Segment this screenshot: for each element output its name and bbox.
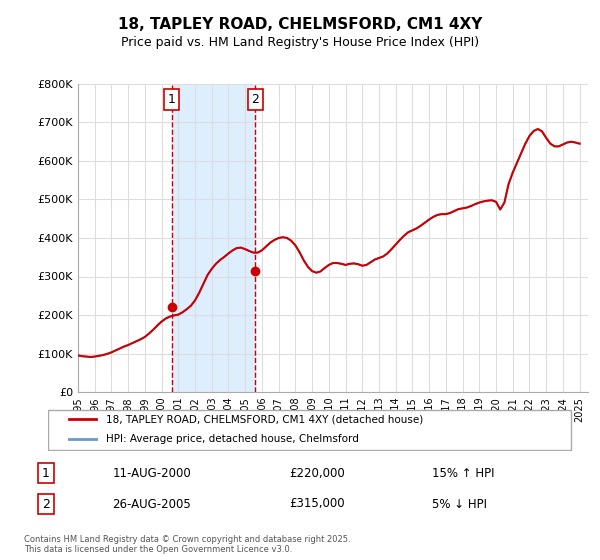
Bar (172, 84, 255, 392)
Text: £220,000: £220,000 (289, 466, 345, 480)
Text: 11-AUG-2000: 11-AUG-2000 (112, 466, 191, 480)
Text: Price paid vs. HM Land Registry's House Price Index (HPI): Price paid vs. HM Land Registry's House … (121, 36, 479, 49)
Text: 5% ↓ HPI: 5% ↓ HPI (433, 497, 487, 511)
Text: Contains HM Land Registry data © Crown copyright and database right 2025.
This d: Contains HM Land Registry data © Crown c… (24, 535, 350, 554)
Text: 15% ↑ HPI: 15% ↑ HPI (433, 466, 495, 480)
FancyBboxPatch shape (48, 410, 571, 450)
Text: 1: 1 (42, 466, 50, 480)
Text: 26-AUG-2005: 26-AUG-2005 (112, 497, 191, 511)
Text: HPI: Average price, detached house, Chelmsford: HPI: Average price, detached house, Chel… (106, 434, 359, 444)
Text: £315,000: £315,000 (289, 497, 344, 511)
Text: 18, TAPLEY ROAD, CHELMSFORD, CM1 4XY (detached house): 18, TAPLEY ROAD, CHELMSFORD, CM1 4XY (de… (106, 414, 424, 424)
Text: 18, TAPLEY ROAD, CHELMSFORD, CM1 4XY: 18, TAPLEY ROAD, CHELMSFORD, CM1 4XY (118, 17, 482, 32)
Text: 1: 1 (168, 93, 176, 106)
Text: 2: 2 (42, 497, 50, 511)
Text: 2: 2 (251, 93, 259, 106)
